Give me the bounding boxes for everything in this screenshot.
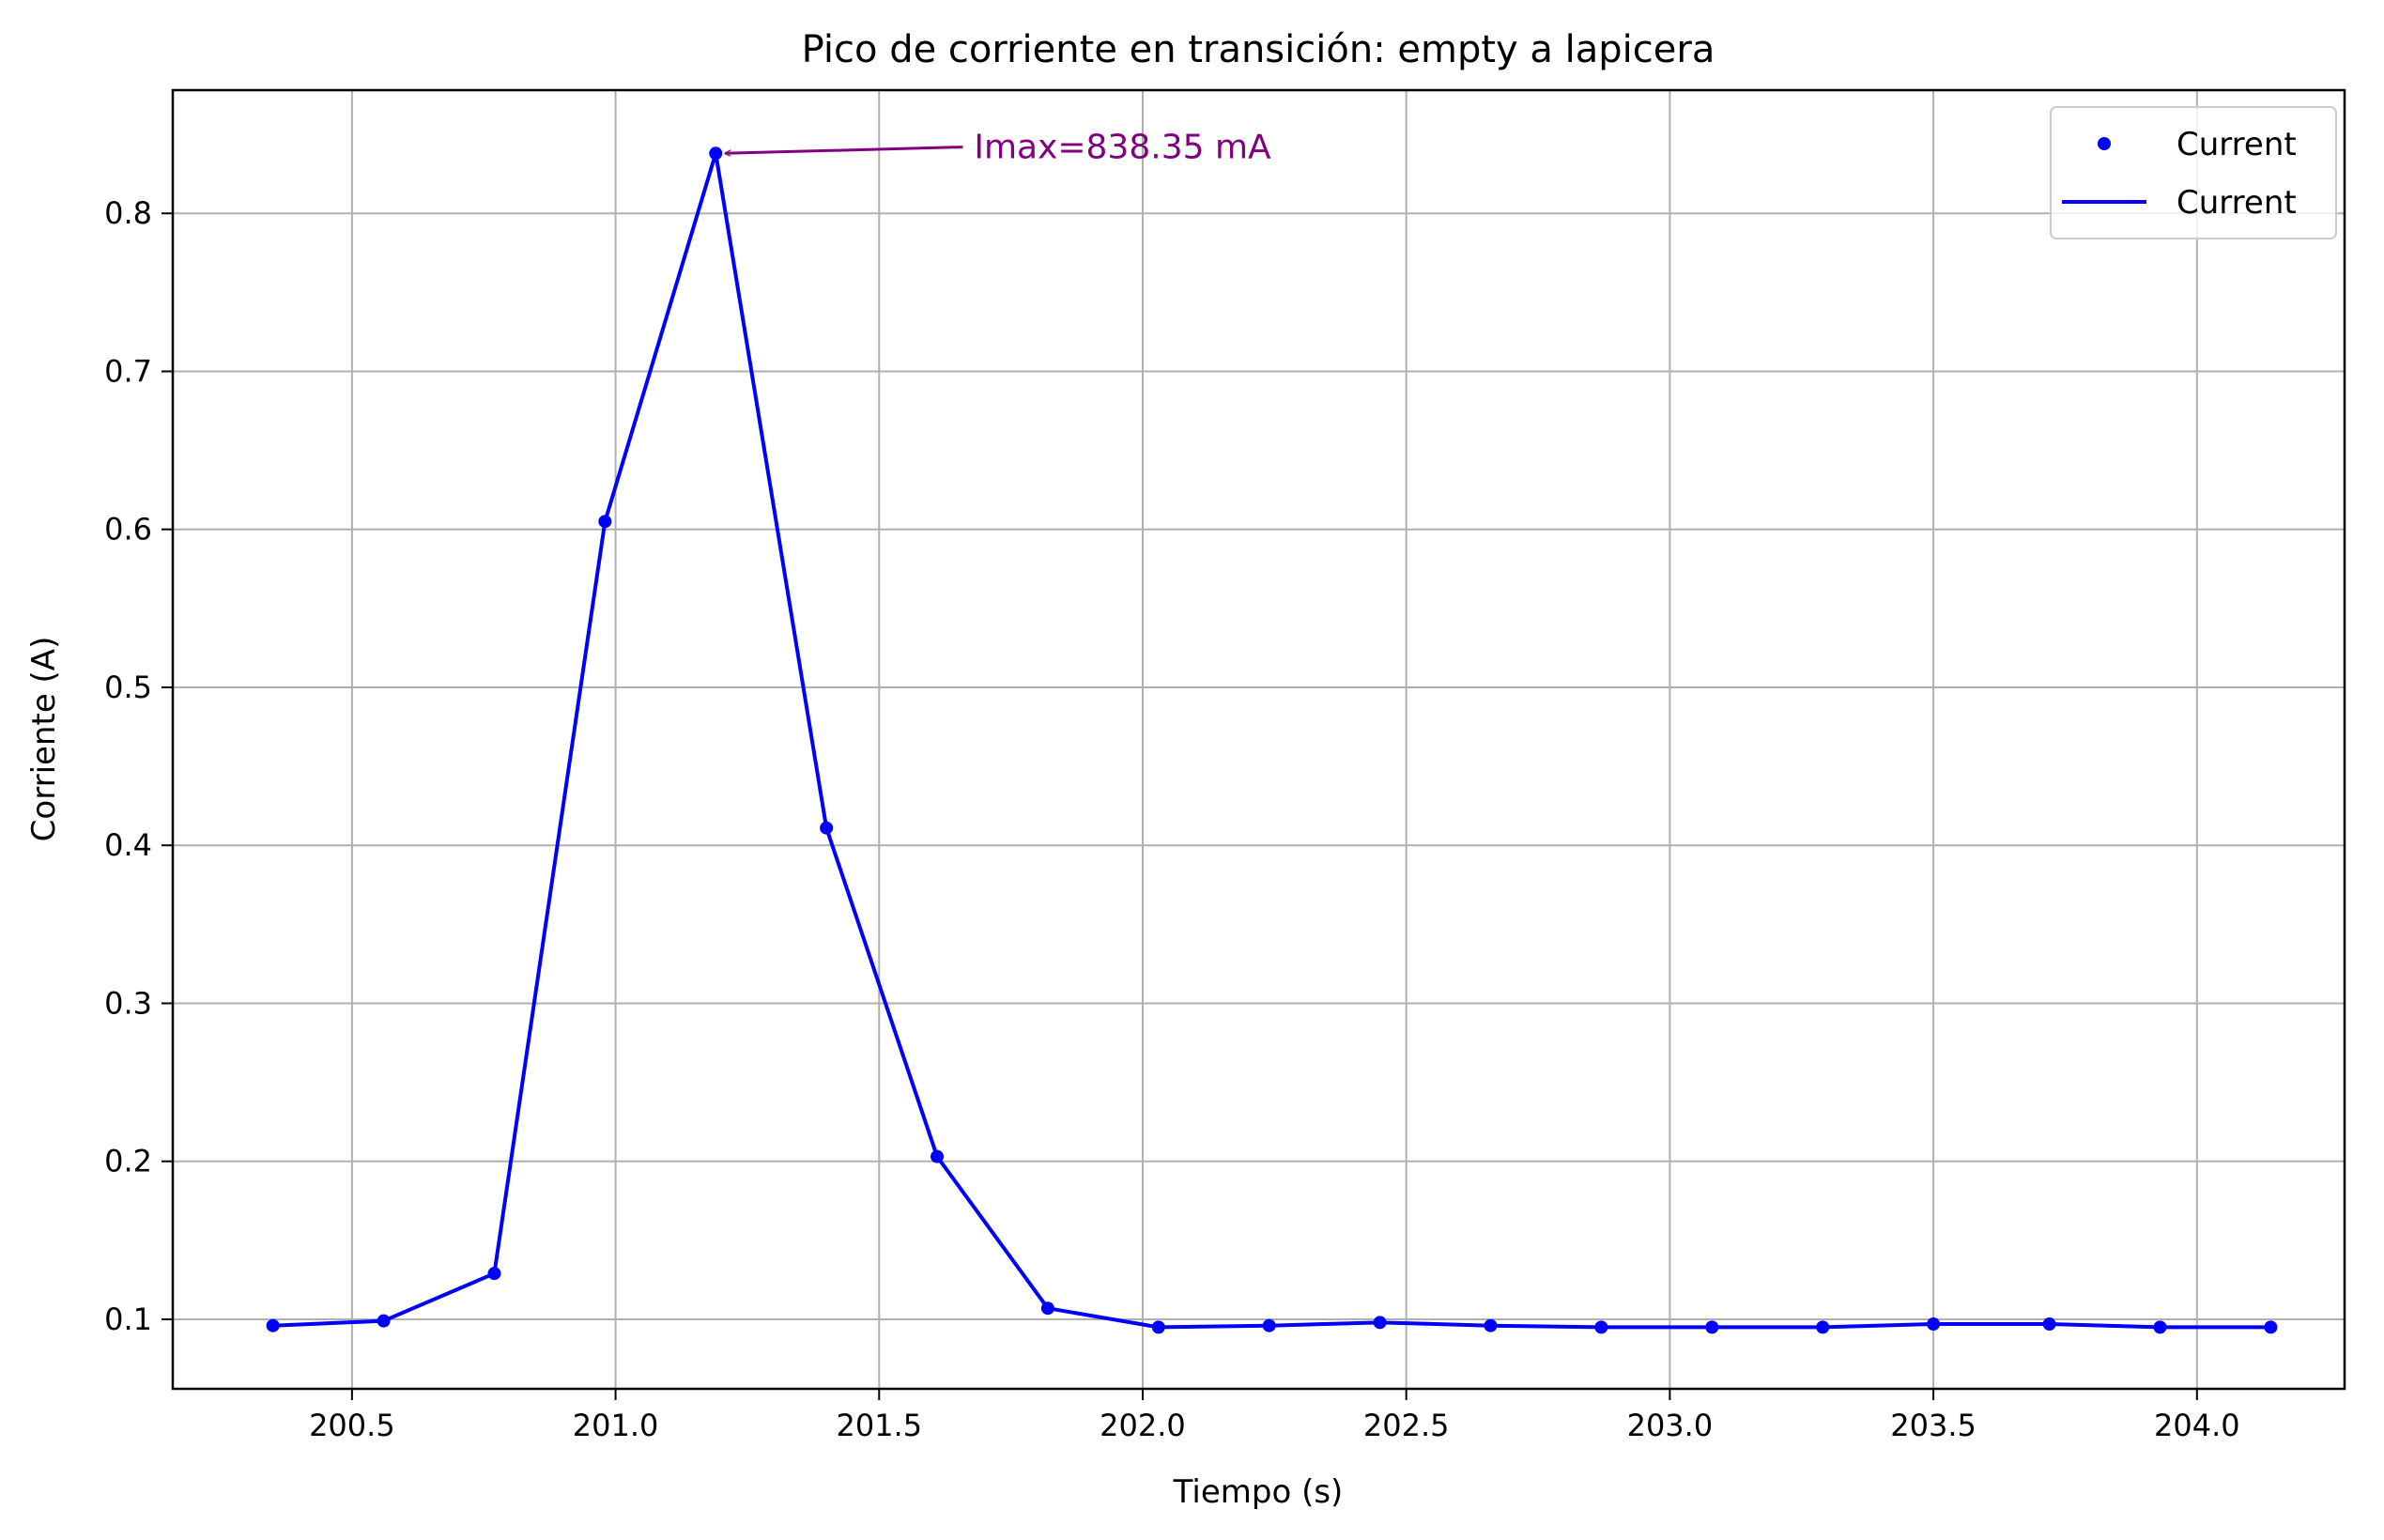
data-point xyxy=(2042,1317,2056,1332)
data-point xyxy=(820,821,834,835)
x-tick-label: 200.5 xyxy=(309,1408,395,1443)
data-point xyxy=(598,515,612,529)
x-tick-label: 201.5 xyxy=(836,1408,922,1443)
legend-label-markers: Current xyxy=(2176,126,2297,163)
legend: Current Current xyxy=(2050,106,2337,239)
annotation-layer: Imax=838.35 mA xyxy=(725,129,1271,167)
data-point xyxy=(1373,1316,1387,1330)
ticks-layer: 200.5 201.0 201.5 202.0 202.5 203.0 203.5 204.0… xyxy=(104,195,2240,1443)
data-point xyxy=(1484,1318,1498,1332)
y-tick-label: 0.2 xyxy=(104,1144,152,1179)
data-point xyxy=(1816,1320,1830,1334)
data-point xyxy=(1040,1301,1054,1316)
plot-background xyxy=(173,90,2345,1389)
y-tick-label: 0.6 xyxy=(104,512,152,547)
annotation-text: Imax=838.35 mA xyxy=(974,129,1271,167)
series-markers-layer xyxy=(266,146,2278,1334)
y-tick-label: 0.4 xyxy=(104,827,152,863)
x-tick-label: 202.0 xyxy=(1100,1408,1186,1443)
x-tick-label: 204.0 xyxy=(2154,1408,2240,1443)
x-tick-label: 203.0 xyxy=(1627,1408,1714,1443)
x-tick-label: 203.5 xyxy=(1890,1408,1976,1443)
data-point xyxy=(931,1149,945,1163)
plot-frame xyxy=(171,88,2346,1391)
x-axis-label: Tiempo (s) xyxy=(1173,1473,1344,1511)
annotation-arrow xyxy=(725,146,963,154)
data-point xyxy=(487,1267,501,1281)
data-point xyxy=(1151,1320,1165,1334)
data-point xyxy=(266,1318,280,1332)
data-point xyxy=(709,146,723,161)
data-point xyxy=(1262,1318,1276,1332)
y-tick-label: 0.3 xyxy=(104,985,152,1021)
legend-label-line: Current xyxy=(2176,184,2297,222)
y-tick-label: 0.5 xyxy=(104,670,152,705)
data-point xyxy=(2153,1320,2167,1334)
data-point xyxy=(2264,1320,2278,1334)
data-point xyxy=(377,1314,391,1328)
y-tick-label: 0.7 xyxy=(104,353,152,389)
y-axis-label: Corriente (A) xyxy=(25,637,63,842)
data-point xyxy=(1927,1317,1941,1332)
legend-box xyxy=(2050,106,2337,239)
x-tick-label: 201.0 xyxy=(573,1408,659,1443)
x-tick-label: 202.5 xyxy=(1363,1408,1450,1443)
chart-title: Pico de corriente en transición: empty a… xyxy=(802,28,1715,71)
legend-marker-swatch xyxy=(2098,137,2111,150)
y-tick-label: 0.8 xyxy=(104,195,152,231)
y-tick-label: 0.1 xyxy=(104,1301,152,1337)
data-point xyxy=(1594,1320,1608,1334)
data-point xyxy=(1705,1320,1719,1334)
